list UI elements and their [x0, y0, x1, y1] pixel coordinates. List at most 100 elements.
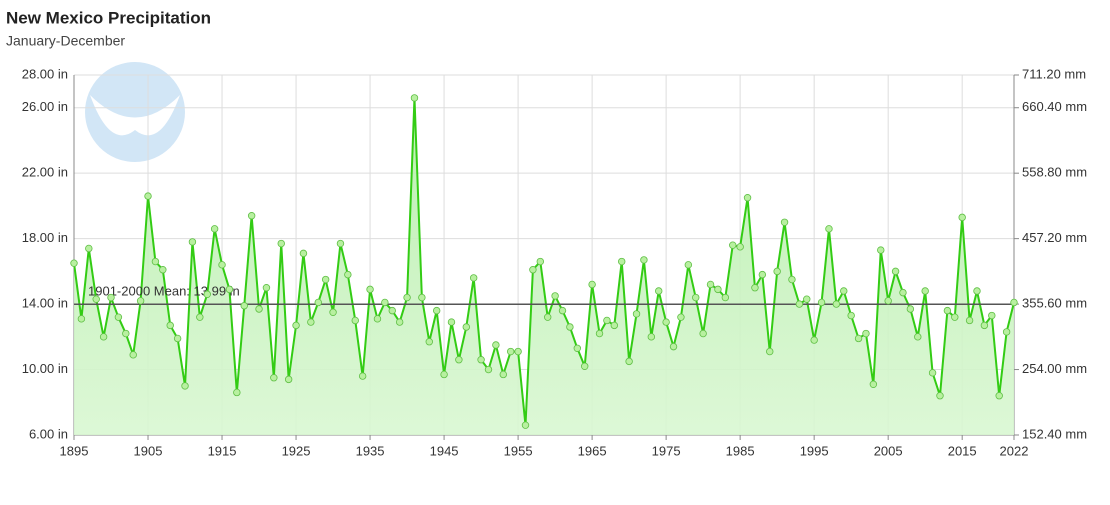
x-tick-label: 1975: [652, 443, 681, 458]
point: [536, 257, 544, 266]
point: [766, 347, 774, 356]
point: [247, 212, 256, 220]
point: [425, 338, 433, 346]
point: [373, 315, 382, 323]
point: [558, 306, 567, 315]
x-tick-label: 2022: [1000, 443, 1029, 458]
point: [136, 297, 145, 305]
point: [477, 356, 485, 364]
point: [173, 334, 182, 343]
x-tick-label: 1965: [578, 443, 607, 458]
point: [410, 94, 419, 102]
point: [788, 275, 796, 284]
point: [307, 318, 315, 326]
point: [255, 305, 263, 313]
point: [988, 311, 996, 320]
point: [692, 293, 700, 302]
point: [544, 313, 552, 321]
point: [284, 375, 293, 384]
x-tick-label: 1985: [726, 443, 755, 458]
point: [684, 261, 693, 269]
point: [610, 321, 619, 330]
y2-tick-label: 558.80 mm: [1022, 165, 1087, 180]
point: [958, 213, 966, 222]
y2-tick-label: 152.40 mm: [1022, 426, 1087, 441]
point: [151, 257, 160, 266]
point: [336, 239, 345, 248]
point: [588, 280, 596, 289]
point: [181, 382, 189, 390]
point: [262, 284, 271, 292]
point: [418, 293, 426, 302]
point: [603, 316, 611, 325]
point: [358, 372, 367, 380]
x-tick-label: 1895: [60, 443, 89, 458]
point: [618, 257, 626, 266]
point: [381, 298, 389, 307]
mean-label: 1901-2000 Mean: 13.99 in: [88, 284, 240, 299]
point: [277, 239, 285, 248]
point: [366, 285, 374, 294]
y2-tick-label: 660.40 mm: [1022, 99, 1087, 114]
point: [440, 370, 448, 379]
point: [773, 267, 781, 276]
point: [655, 287, 663, 295]
point: [492, 341, 500, 349]
point: [743, 194, 752, 202]
y-tick-label: 28.00 in: [22, 66, 68, 81]
y-tick-label: 18.00 in: [22, 230, 68, 245]
y2-tick-label: 355.60 mm: [1022, 296, 1087, 311]
chart-title: New Mexico Precipitation: [6, 8, 211, 27]
area: [74, 97, 1014, 435]
point: [203, 290, 211, 298]
point: [321, 275, 330, 284]
point: [581, 362, 589, 370]
point: [129, 351, 137, 359]
point: [144, 192, 152, 200]
point: [107, 293, 115, 302]
point: [166, 321, 174, 330]
point: [240, 302, 248, 310]
point: [70, 259, 78, 267]
point: [344, 270, 352, 279]
point: [810, 336, 818, 344]
point: [447, 318, 456, 326]
point: [329, 308, 337, 316]
point: [233, 388, 241, 397]
y-tick-label: 22.00 in: [22, 165, 68, 180]
x-tick-label: 2005: [874, 443, 903, 458]
point: [884, 297, 892, 305]
point: [758, 270, 767, 279]
y2-tick-label: 254.00 mm: [1022, 361, 1087, 376]
x-tick-label: 1935: [356, 443, 385, 458]
point: [122, 329, 130, 338]
point: [928, 369, 937, 377]
point: [943, 306, 952, 315]
chart-subtitle: January-December: [6, 33, 125, 49]
point: [669, 342, 678, 351]
point: [951, 313, 959, 321]
point: [114, 313, 123, 321]
point: [973, 287, 981, 295]
point: [462, 323, 470, 331]
point: [484, 365, 493, 374]
point: [899, 288, 907, 297]
point: [595, 329, 604, 338]
x-tick-label: 1955: [504, 443, 533, 458]
point: [92, 295, 100, 303]
logo: [85, 62, 185, 162]
point: [795, 300, 804, 308]
point: [351, 316, 359, 325]
point: [980, 321, 989, 330]
y2-tick-label: 457.20 mm: [1022, 230, 1087, 245]
point: [825, 225, 833, 233]
x-tick-label: 1905: [134, 443, 163, 458]
point: [188, 238, 197, 246]
x-tick-label: 1995: [800, 443, 829, 458]
point: [891, 267, 900, 276]
point: [847, 311, 855, 320]
point: [529, 266, 537, 274]
point: [914, 333, 922, 341]
point: [647, 333, 656, 341]
point: [662, 318, 670, 326]
